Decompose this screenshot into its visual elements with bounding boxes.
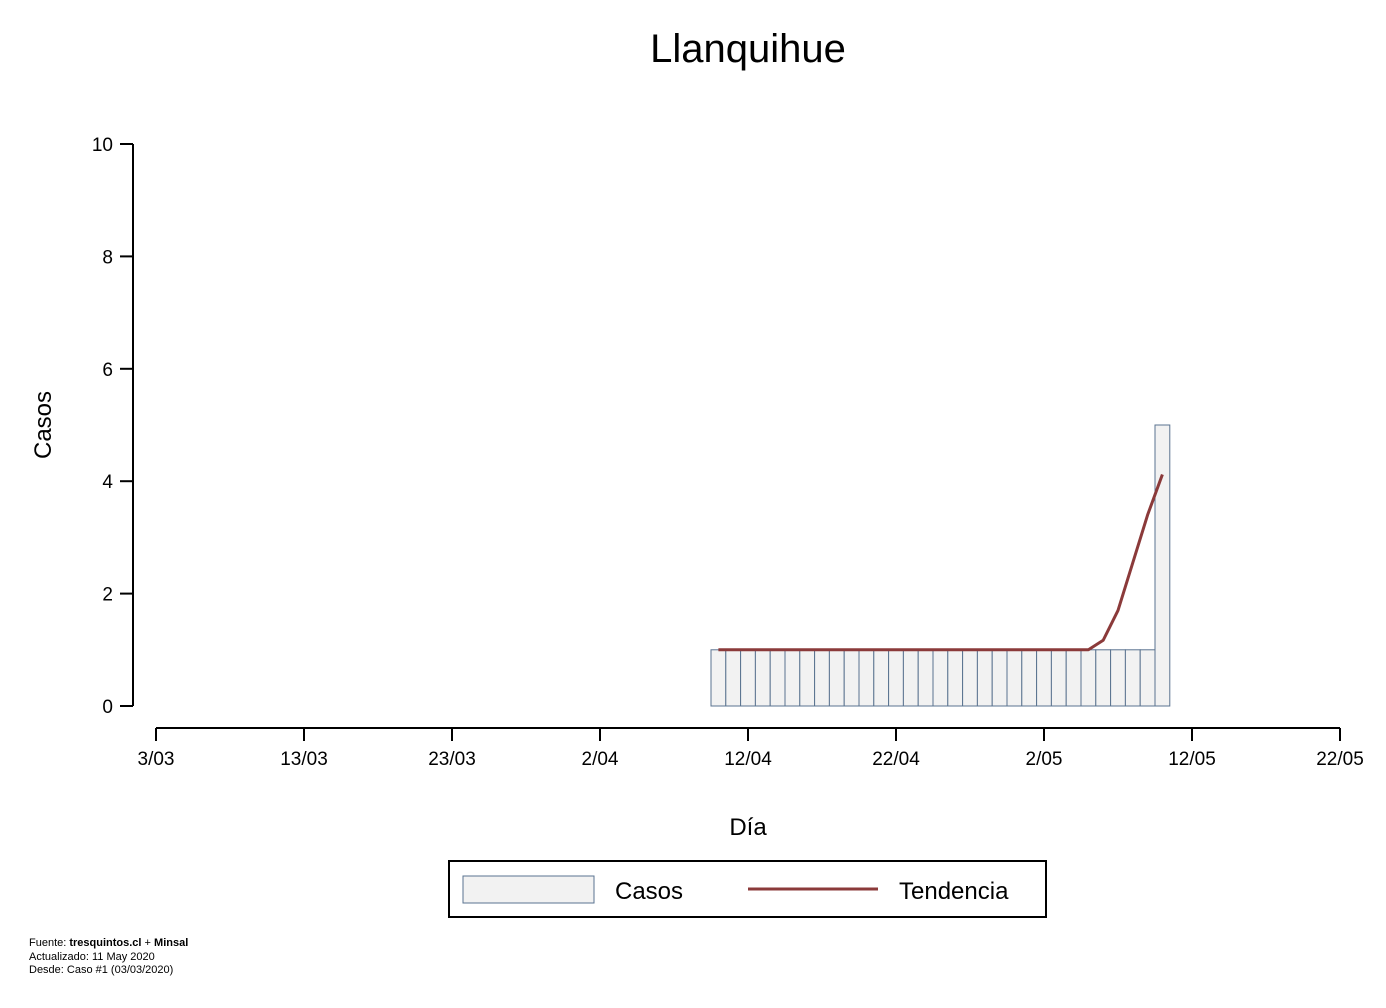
bar <box>1080 649 1097 707</box>
y-tick-label: 4 <box>102 472 113 493</box>
y-tick-label: 2 <box>102 585 113 606</box>
bar <box>1124 649 1141 707</box>
bar <box>799 649 816 707</box>
bar <box>1021 649 1038 707</box>
bar <box>1050 649 1067 707</box>
bar <box>1006 649 1023 707</box>
footer-source: Fuente: tresquintos.cl + Minsal <box>29 937 188 951</box>
x-tick-label: 23/03 <box>428 749 476 770</box>
bar <box>1036 649 1052 707</box>
x-tick-label: 12/05 <box>1168 749 1216 770</box>
footer-source-org: Minsal <box>154 937 189 949</box>
x-tick-label: 2/04 <box>582 749 619 770</box>
bar <box>873 649 890 707</box>
bar <box>814 649 830 707</box>
bar <box>1110 649 1126 707</box>
bar <box>962 649 978 707</box>
x-tick-label: 2/05 <box>1026 749 1063 770</box>
x-tick-label: 22/05 <box>1316 749 1364 770</box>
x-tick-label: 3/03 <box>138 749 175 770</box>
bar <box>740 649 756 707</box>
footer-since: Desde: Caso #1 (03/03/2020) <box>29 964 174 977</box>
x-tick-label: 12/04 <box>724 749 772 770</box>
footer-source-site[interactable]: tresquintos.cl <box>69 937 142 949</box>
y-tick-label: 10 <box>92 135 113 156</box>
footer: Fuente: tresquintos.cl + Minsal Actualiz… <box>29 937 188 978</box>
bars-layer <box>710 424 1171 707</box>
legend-swatch-casos <box>462 875 595 904</box>
x-tick-label: 13/03 <box>280 749 328 770</box>
legend: Casos Tendencia <box>448 860 1047 918</box>
bar <box>828 649 845 707</box>
bar <box>1095 649 1112 707</box>
y-axis-label: Casos <box>30 391 57 459</box>
y-tick-label: 0 <box>102 697 113 718</box>
chart-title: Llanquihue <box>650 27 846 71</box>
bar <box>1065 649 1082 707</box>
footer-source-sep: + <box>141 937 155 949</box>
bar <box>843 649 860 707</box>
bar <box>888 649 904 707</box>
x-axis-label: Día <box>729 814 767 841</box>
footer-updated: Actualizado: 11 May 2020 <box>29 950 155 963</box>
bar <box>1154 424 1171 707</box>
y-axis: 0 2 4 6 8 10 <box>92 135 134 718</box>
footer-source-prefix: Fuente: <box>29 937 70 949</box>
y-tick-label: 6 <box>102 360 113 381</box>
bar <box>932 649 949 707</box>
bar <box>1139 649 1156 707</box>
bar <box>976 649 993 707</box>
bar <box>917 649 934 707</box>
bar <box>769 649 786 707</box>
y-tick-label: 8 <box>102 247 113 268</box>
bar <box>784 649 801 707</box>
bar <box>991 649 1008 707</box>
legend-label-tendencia: Tendencia <box>899 878 1009 905</box>
trend-line <box>718 473 1164 652</box>
bar <box>858 649 875 707</box>
x-axis: 3/03 13/03 23/03 2/04 12/04 22/04 2/05 12/05 22/… <box>138 727 1364 770</box>
bar <box>754 649 771 707</box>
bar <box>710 649 727 707</box>
bar <box>725 649 742 707</box>
trend-layer <box>718 473 1164 652</box>
bar <box>902 649 919 707</box>
legend-label-casos: Casos <box>615 878 683 905</box>
bar <box>947 649 964 707</box>
x-tick-label: 22/04 <box>872 749 920 770</box>
